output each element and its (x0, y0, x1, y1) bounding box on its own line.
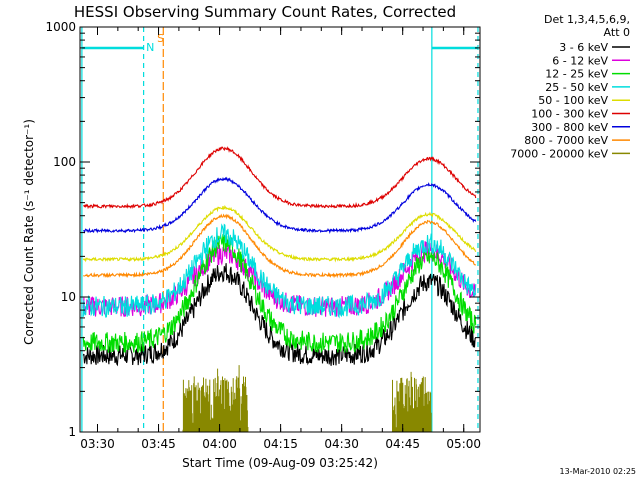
flag-label-n: N (146, 41, 154, 54)
series-curves (82, 146, 477, 432)
x-tick-label: 04:30 (324, 437, 359, 451)
legend-label: 12 - 25 keV (545, 68, 608, 81)
legend-label: 50 - 100 keV (538, 94, 608, 107)
series-curve-5 (83, 146, 477, 210)
series-curve-3 (82, 223, 477, 319)
legend-label: 25 - 50 keV (545, 81, 608, 94)
x-tick-label: 03:45 (141, 437, 176, 451)
y-axis-label: Corrected Count Rate (s⁻¹ detector⁻¹) (22, 119, 36, 345)
legend-label: 6 - 12 keV (552, 54, 608, 67)
x-tick-label: 04:45 (385, 437, 420, 451)
axes: 03:30 03:45 04:00 04:15 04:30 04:45 05:00 1 10 10… (45, 20, 481, 451)
flag-markers: SN (146, 32, 164, 54)
legend-label: 7000 - 20000 keV (510, 147, 608, 160)
series-curve-4 (82, 205, 477, 263)
series-8 (182, 365, 432, 432)
series-curve-7 (82, 213, 477, 279)
series-curve-0 (82, 263, 477, 367)
series-curve-2 (82, 233, 477, 354)
flag-label-s: S (157, 32, 164, 45)
y-tick-label: 1000 (45, 20, 76, 34)
legend-label: 3 - 6 keV (559, 41, 608, 54)
x-axis-label: Start Time (09-Aug-09 03:25:42) (182, 456, 378, 470)
series-curve-6 (83, 176, 477, 234)
legend-label: 100 - 300 keV (531, 108, 608, 121)
x-tick-label: 03:30 (80, 437, 115, 451)
series-7000-band (392, 371, 432, 432)
footer-timestamp: 13-Mar-2010 02:25 (560, 467, 637, 476)
series-7000-band (182, 365, 249, 432)
x-tick-label: 04:15 (263, 437, 298, 451)
y-tick-label: 100 (53, 155, 76, 169)
y-tick-label: 1 (68, 425, 76, 439)
legend-label: 300 - 800 keV (531, 121, 608, 134)
chart-title: HESSI Observing Summary Count Rates, Cor… (74, 3, 456, 21)
legend-header-line-1: Det 1,3,4,5,6,9, (544, 13, 630, 26)
x-tick-label: 04:00 (202, 437, 237, 451)
legend-label: 800 - 7000 keV (524, 134, 608, 147)
legend-header-line-2: Att 0 (604, 26, 630, 39)
x-tick-label: 05:00 (446, 437, 481, 451)
plot-frame (79, 26, 481, 433)
y-tick-label: 10 (61, 290, 76, 304)
